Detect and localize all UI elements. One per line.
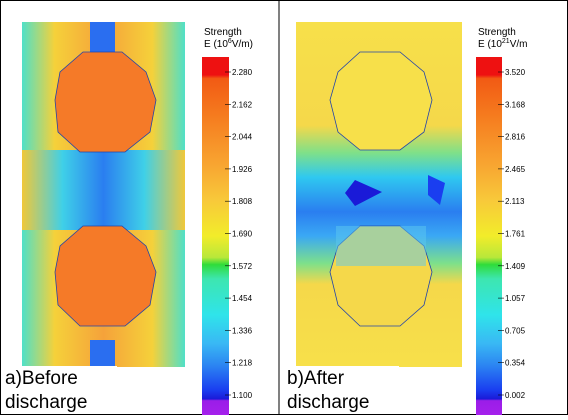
scale-label: 0.354	[505, 359, 526, 368]
scale-label: 2.816	[505, 133, 526, 142]
scale-label: 2.465	[505, 165, 526, 174]
scale-label: 1.409	[505, 262, 526, 271]
scale-label: 2.280	[232, 68, 253, 77]
caption-bg	[284, 366, 399, 414]
scale-label: 1.100	[232, 391, 253, 400]
scale-label: 3.520	[505, 68, 526, 77]
scale-label: 2.113	[505, 197, 525, 206]
caption: discharge	[287, 392, 369, 413]
scale-label: 1.218	[232, 359, 253, 368]
caption-bg	[2, 366, 117, 414]
scale-label: 1.808	[232, 197, 253, 206]
scale-header: Strength	[204, 27, 242, 38]
scale-unit: E (106V/m)	[204, 38, 253, 50]
caption: a)Before	[5, 368, 78, 389]
scale-label: 1.454	[232, 294, 253, 303]
field-plot-before	[22, 22, 185, 367]
scale-label: 1.572	[232, 262, 253, 271]
scale-label: 1.926	[232, 165, 253, 174]
scale-label: 2.044	[232, 133, 253, 142]
scale-label: 1.761	[505, 230, 526, 239]
color-scale	[202, 57, 229, 415]
scale-label: 1.057	[505, 294, 526, 303]
scale-label: 0.705	[505, 326, 526, 335]
field-plot-after	[296, 22, 462, 367]
scale-label: 1.336	[232, 326, 253, 335]
caption: b)After	[287, 368, 345, 389]
scale-label: 1.690	[232, 230, 253, 239]
scale-header: Strength	[478, 27, 516, 38]
caption: discharge	[5, 392, 87, 413]
scale-label: 3.168	[505, 100, 526, 109]
color-scale	[476, 57, 502, 415]
scale-label: 2.162	[232, 100, 253, 109]
scale-unit: E (1021V/m	[478, 38, 527, 50]
scale-label: 0.002	[505, 391, 526, 400]
